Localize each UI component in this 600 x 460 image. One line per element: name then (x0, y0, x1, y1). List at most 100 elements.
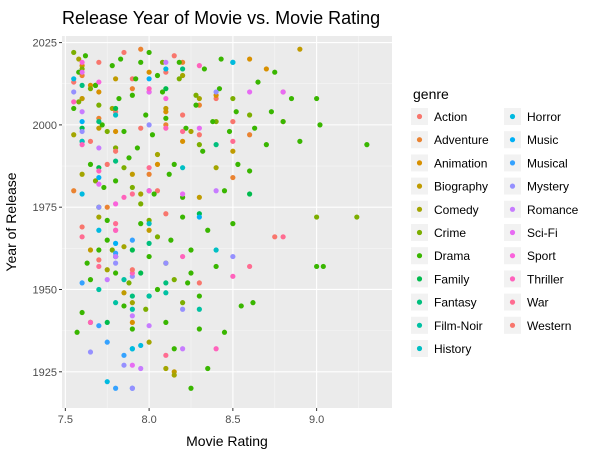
series-western (79, 148, 278, 286)
legend-item: Family (411, 270, 469, 288)
data-point (163, 115, 169, 121)
data-point (104, 339, 110, 345)
y-tick-label: 1950 (33, 284, 57, 296)
data-point (71, 132, 77, 138)
data-point (109, 247, 115, 253)
data-point (138, 125, 144, 131)
data-point (79, 82, 85, 88)
data-point (188, 128, 194, 135)
data-point (354, 214, 360, 220)
data-point (129, 171, 135, 177)
data-point (71, 188, 77, 194)
legend-item: Adventure (411, 131, 489, 149)
data-point (180, 128, 186, 135)
data-point (146, 188, 152, 194)
data-point (154, 72, 161, 79)
data-point (143, 306, 149, 312)
x-tick-label: 7.5 (58, 414, 73, 426)
data-point (92, 178, 99, 184)
legend: genre Action Adventure Animation Biography C… (411, 86, 579, 357)
data-point (163, 95, 169, 102)
data-point (230, 118, 236, 125)
legend-swatch (416, 229, 423, 236)
legend-swatch (416, 206, 423, 212)
data-point (196, 326, 202, 332)
data-point (183, 125, 189, 131)
data-points (71, 46, 370, 391)
series-thriller (71, 63, 236, 352)
legend-item: Crime (411, 224, 466, 241)
data-point (79, 224, 85, 230)
data-point (185, 280, 191, 286)
data-point (113, 112, 119, 118)
data-point (96, 323, 102, 329)
data-point (263, 66, 269, 72)
legend-item: Music (504, 131, 558, 149)
legend-item: Fantasy (411, 293, 477, 311)
data-point (180, 66, 186, 72)
data-point (96, 181, 102, 187)
data-point (196, 293, 202, 299)
data-point (138, 365, 144, 372)
data-point (247, 263, 253, 270)
legend-swatch (416, 183, 423, 189)
data-point (87, 161, 94, 167)
data-point (113, 260, 119, 266)
data-point (314, 263, 320, 270)
data-point (79, 171, 85, 177)
data-point (76, 99, 82, 105)
data-point (96, 125, 102, 131)
data-point (297, 46, 303, 52)
data-point (221, 329, 228, 335)
data-point (252, 125, 258, 131)
data-point (154, 151, 161, 158)
data-point (235, 161, 241, 167)
legend-item: Western (504, 316, 571, 334)
legend-label: Thriller (527, 272, 564, 286)
data-point (129, 267, 135, 273)
data-point (143, 112, 149, 118)
data-point (171, 53, 177, 59)
data-point (96, 102, 102, 108)
legend-label: Family (434, 272, 469, 286)
data-point (146, 221, 152, 227)
legend-label: Film-Noir (434, 319, 483, 333)
data-point (129, 293, 135, 299)
legend-label: History (434, 342, 471, 356)
data-point (163, 66, 169, 72)
data-point (146, 171, 152, 177)
data-point (193, 102, 199, 108)
data-point (216, 86, 223, 92)
data-point (79, 280, 85, 286)
legend-item: Thriller (504, 270, 564, 288)
series-war (79, 128, 286, 358)
legend-item: Animation (411, 154, 487, 172)
data-point (163, 59, 169, 65)
data-point (79, 142, 85, 148)
data-point (79, 118, 85, 125)
data-point (210, 118, 216, 125)
legend-swatch (509, 322, 516, 328)
data-point (247, 112, 253, 118)
data-point (230, 221, 236, 227)
data-point (138, 342, 144, 349)
data-point (247, 56, 253, 62)
data-point (129, 313, 135, 319)
legend-item: Drama (411, 247, 470, 265)
data-point (163, 280, 169, 286)
data-point (138, 270, 144, 276)
data-point (280, 118, 286, 125)
data-point (129, 362, 135, 368)
data-point (168, 237, 174, 243)
data-point (163, 211, 169, 217)
data-point (176, 59, 182, 65)
data-point (297, 138, 303, 144)
data-point (113, 240, 119, 246)
data-point (200, 148, 206, 154)
data-point (76, 56, 82, 62)
data-point (218, 56, 224, 62)
legend-swatch (416, 322, 423, 328)
data-point (146, 122, 152, 128)
legend-label: Animation (434, 156, 487, 170)
data-point (171, 372, 177, 378)
